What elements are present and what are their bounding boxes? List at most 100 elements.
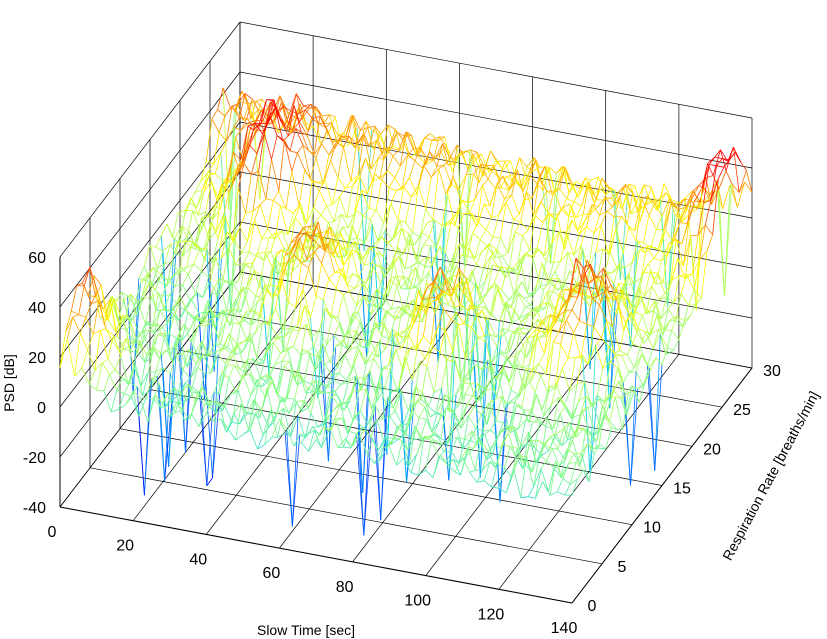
mesh-edge xyxy=(325,122,332,128)
mesh-edge xyxy=(491,287,499,316)
mesh-edge xyxy=(169,412,176,418)
mesh-edge xyxy=(147,273,156,292)
mesh-edge xyxy=(513,174,522,188)
mesh-edge xyxy=(487,451,496,468)
mesh-edge xyxy=(337,177,346,189)
mesh-edge xyxy=(501,396,510,430)
mesh-edge xyxy=(614,350,620,354)
mesh-edge xyxy=(195,217,203,250)
mesh-edge xyxy=(478,165,487,183)
mesh-edge xyxy=(208,343,216,355)
mesh-edge xyxy=(352,390,360,421)
mesh-edge xyxy=(364,248,371,265)
mesh-edge xyxy=(653,257,662,262)
mesh-edge xyxy=(280,205,287,209)
mesh-edge xyxy=(280,349,289,354)
mesh-edge xyxy=(411,135,420,157)
mesh-edge xyxy=(645,201,654,206)
mesh-edge xyxy=(505,333,513,359)
mesh-edge xyxy=(643,333,652,344)
mesh-edge xyxy=(353,321,361,341)
mesh-edge xyxy=(315,296,324,300)
mesh-edge xyxy=(515,456,524,470)
mesh-edge xyxy=(369,248,378,254)
mesh-edge xyxy=(667,308,676,321)
mesh-edge xyxy=(332,139,341,143)
mesh-edge xyxy=(602,248,611,253)
mesh-edge xyxy=(315,263,322,297)
mesh-edge xyxy=(463,382,471,385)
mesh-edge xyxy=(358,429,366,432)
mesh-edge xyxy=(252,358,259,365)
mesh-edge xyxy=(347,365,355,384)
mesh-edge xyxy=(300,132,309,151)
mesh-edge xyxy=(472,221,479,233)
mesh-edge xyxy=(224,406,233,423)
mesh-edge xyxy=(568,462,576,464)
mesh-edge xyxy=(446,269,453,274)
mesh-edge xyxy=(318,122,326,128)
mesh-edge xyxy=(363,215,371,220)
mesh-edge xyxy=(581,407,588,411)
mesh-edge xyxy=(232,355,241,370)
mesh-edge xyxy=(82,267,91,284)
mesh-edge xyxy=(549,314,557,324)
mesh-edge xyxy=(695,188,703,311)
mesh-edge xyxy=(219,277,225,282)
mesh-edge xyxy=(569,270,576,273)
mesh-edge xyxy=(220,141,227,153)
mesh-edge xyxy=(290,234,299,244)
mesh-edge xyxy=(160,274,167,287)
mesh-edge xyxy=(593,224,602,234)
mesh-edge xyxy=(480,163,487,166)
mesh-edge xyxy=(131,386,138,397)
mesh-edge xyxy=(280,278,289,303)
mesh-edge xyxy=(343,146,352,182)
mesh-edge xyxy=(538,353,545,364)
mesh-edge xyxy=(596,414,605,442)
mesh-edge xyxy=(164,244,171,264)
mesh-edge xyxy=(530,440,537,463)
mesh-edge xyxy=(447,410,455,443)
mesh-edge xyxy=(66,316,74,339)
mesh-edge xyxy=(321,417,328,448)
z-tick-label: 0 xyxy=(37,400,46,417)
mesh-edge xyxy=(644,285,653,297)
mesh-edge xyxy=(351,225,360,245)
mesh-edge xyxy=(648,366,656,471)
mesh-edge xyxy=(470,314,478,328)
mesh-edge xyxy=(407,154,416,162)
mesh-edge xyxy=(385,147,394,157)
mesh-edge xyxy=(366,453,375,464)
mesh-edge xyxy=(158,280,167,287)
mesh-edge xyxy=(384,369,391,388)
mesh-edge xyxy=(205,321,214,327)
mesh-edge xyxy=(184,418,191,421)
mesh-edge xyxy=(631,240,639,263)
mesh-edge xyxy=(174,267,182,287)
mesh-edge xyxy=(167,393,176,413)
mesh-edge xyxy=(580,324,587,359)
mesh-edge xyxy=(351,390,359,393)
mesh-edge xyxy=(429,296,437,299)
mesh-edge xyxy=(418,406,425,419)
mesh-edge xyxy=(392,155,401,167)
mesh-edge xyxy=(521,281,530,298)
mesh-edge xyxy=(379,340,386,350)
mesh-edge xyxy=(405,409,412,435)
mesh-edge xyxy=(680,293,689,306)
mesh-edge xyxy=(308,439,317,452)
mesh-edge xyxy=(494,255,503,259)
mesh-edge xyxy=(404,356,413,381)
mesh-edge xyxy=(208,257,217,278)
mesh-edge xyxy=(476,264,484,270)
mesh-edge xyxy=(731,183,738,208)
mesh-edge xyxy=(336,417,343,422)
mesh-edge xyxy=(242,287,249,289)
mesh-edge xyxy=(544,444,553,449)
mesh-edge xyxy=(287,217,296,235)
mesh-edge xyxy=(689,304,697,317)
mesh-edge xyxy=(246,398,255,415)
mesh-edge xyxy=(66,338,75,377)
mesh-edge xyxy=(93,275,102,286)
